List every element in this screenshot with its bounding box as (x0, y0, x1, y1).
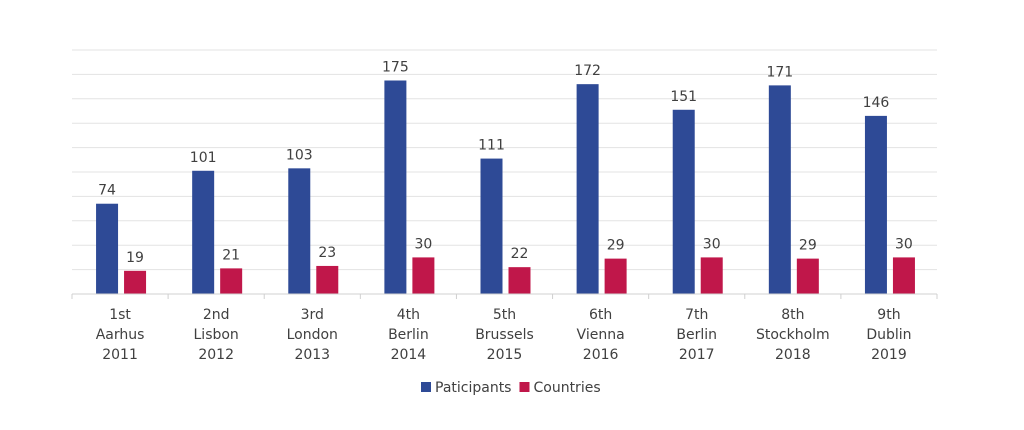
x-tick-label: 6th (589, 307, 612, 323)
data-label: 30 (895, 236, 913, 252)
data-label: 171 (766, 64, 793, 80)
x-tick-label: 4th (397, 307, 420, 323)
bar-countries (892, 257, 915, 294)
x-tick-label: Berlin (388, 327, 429, 343)
bars (96, 80, 915, 294)
x-tick-label: Stockholm (756, 327, 830, 343)
x-tick-label: 1st (109, 307, 131, 323)
x-tick-label: 9th (877, 307, 900, 323)
data-label: 103 (286, 147, 313, 163)
bar-paticipants (96, 203, 119, 294)
x-tick-label: Brussels (475, 327, 534, 343)
x-tick-label: 3rd (301, 307, 324, 323)
data-label: 30 (703, 236, 721, 252)
bar-paticipants (384, 80, 407, 294)
x-tick-label: London (287, 327, 338, 343)
bar-countries (316, 265, 339, 294)
data-label: 23 (318, 245, 336, 261)
bar-countries (508, 267, 531, 294)
legend-label: Countries (533, 380, 600, 396)
bar-paticipants (480, 158, 503, 294)
data-label: 151 (670, 89, 697, 105)
x-tick-label: 2019 (871, 347, 907, 363)
bar-countries (124, 270, 147, 294)
x-tick-label: Aarhus (96, 327, 145, 343)
data-label: 29 (607, 238, 625, 254)
bar-paticipants (672, 109, 695, 294)
x-tick-label: Vienna (577, 327, 625, 343)
bar-paticipants (576, 84, 599, 294)
data-label: 74 (98, 183, 116, 199)
data-labels: 74 19 101 21 103 23 175 30 111 22 172 29 151 30 171 29 1… (98, 60, 913, 266)
x-tick-label: 2018 (775, 347, 811, 363)
data-label: 175 (382, 60, 409, 76)
legend-swatch-countries (519, 382, 530, 392)
data-label: 29 (799, 238, 817, 254)
data-label: 101 (190, 150, 217, 166)
x-tick-label: 2012 (198, 347, 234, 363)
x-tick-label: 2016 (583, 347, 619, 363)
x-tick-label: 2014 (391, 347, 427, 363)
x-tick-label: 5th (493, 307, 516, 323)
bar-paticipants (288, 168, 311, 294)
x-tick-label: 2011 (102, 347, 138, 363)
legend-swatch-paticipants (421, 382, 431, 392)
data-label: 172 (574, 63, 601, 79)
bar-countries (220, 268, 243, 294)
data-label: 146 (863, 95, 890, 111)
bar-countries (700, 257, 723, 294)
bar-countries (796, 258, 819, 294)
data-label: 30 (414, 236, 432, 252)
data-label: 111 (478, 138, 505, 154)
x-tick-label: 2017 (679, 347, 715, 363)
x-tick-label: 8th (781, 307, 804, 323)
x-tick-label: Dublin (866, 327, 911, 343)
data-label: 22 (511, 246, 529, 262)
bar-paticipants (192, 170, 215, 294)
data-label: 21 (222, 247, 240, 263)
x-tick-label: 2013 (294, 347, 330, 363)
gridlines (72, 49, 937, 271)
bar-paticipants (864, 115, 887, 294)
x-tick-label: Berlin (676, 327, 717, 343)
bar-countries (604, 258, 627, 294)
legend: Paticipants Countries (421, 380, 601, 396)
x-axis: 1st Aarhus 2011 2nd Lisbon 2012 3rd London 2013 4… (71, 293, 938, 363)
bar-paticipants (768, 85, 791, 294)
legend-label: Paticipants (435, 380, 511, 396)
x-tick-label: 2nd (203, 307, 230, 323)
x-tick-label: Lisbon (194, 327, 239, 343)
x-tick-label: 7th (685, 307, 708, 323)
x-tick-label: 2015 (487, 347, 523, 363)
bar-countries (412, 257, 435, 294)
data-label: 19 (126, 250, 144, 266)
